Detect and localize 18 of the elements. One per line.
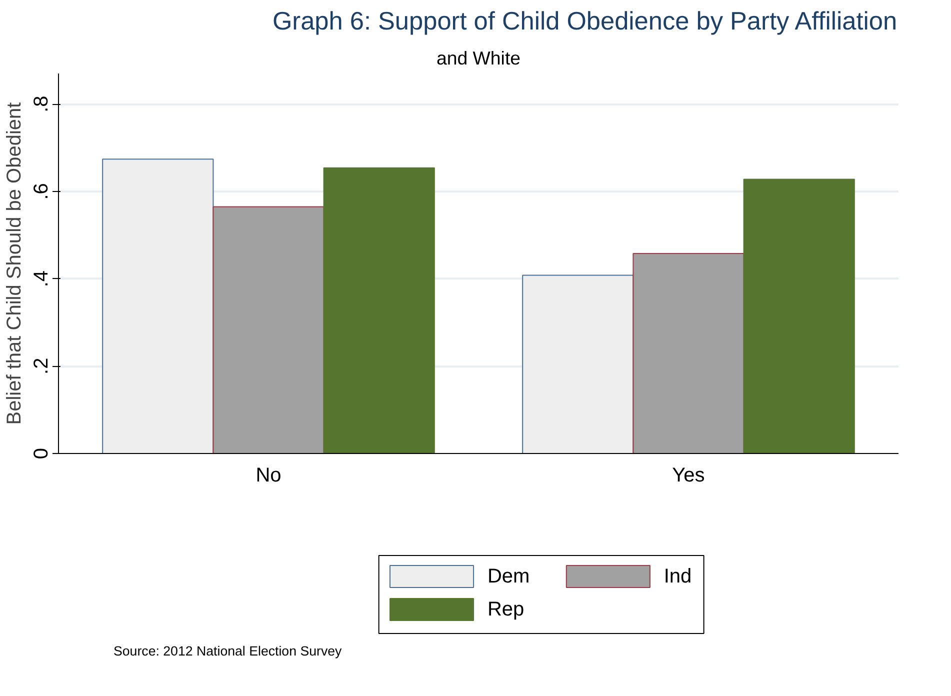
bar [743,178,855,454]
legend-label: Ind [664,566,692,588]
chart-subtitle: and White [436,48,520,68]
legend-label: Dem [487,566,530,588]
chart-title: Graph 6: Support of Child Obedience by Party Affiliation [272,8,898,36]
y-tick-label: .4 [30,270,52,288]
x-tick-label: Yes [672,464,705,486]
bar [212,206,324,454]
y-axis-title: Belief that Child Should be Obedient [4,102,26,425]
y-tick-label: .8 [30,96,52,112]
y-tick-label: 0 [30,448,52,460]
x-tick-label: No [256,464,282,486]
y-tick-label: .6 [30,183,52,200]
source-note: Source: 2012 National Election Survey [114,644,342,658]
y-tick-label: .2 [30,358,52,374]
legend-label: Rep [487,598,524,620]
bar [323,167,435,454]
bar [632,252,744,454]
